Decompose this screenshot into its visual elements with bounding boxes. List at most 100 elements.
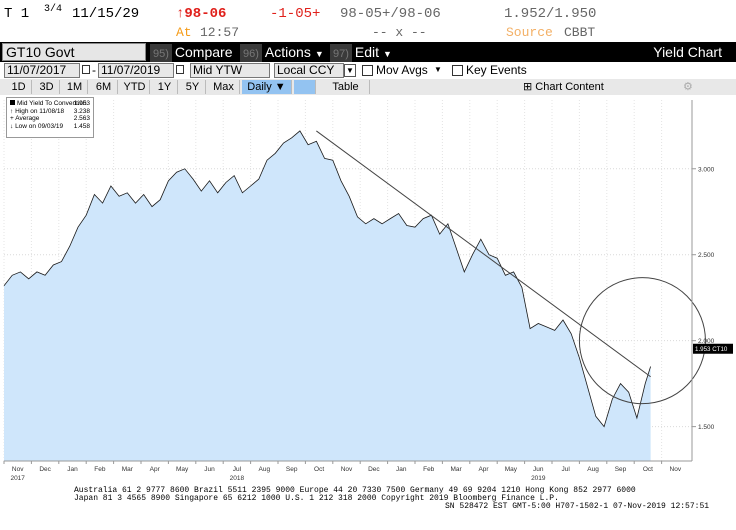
actions-button[interactable]: 96) Actions ▼ [240,42,324,64]
function-title: Yield Chart [653,44,722,60]
mov-avgs-label: Mov Avgs [376,63,428,77]
tab-1d[interactable]: 1D [6,80,32,94]
x-tick-label-19: Jun [533,466,544,473]
mov-avgs-dropdown-icon[interactable]: ▼ [434,65,442,74]
x-tick-label-4: Mar [122,466,134,473]
y-tick-label-2: 2.000 [698,338,715,345]
key-events-label: Key Events [466,63,527,77]
x-tick-label-24: Nov [670,466,682,473]
x-axis: Nov Dec Jan Feb Mar Apr May Jun Jul Aug Sep Oct Nov D… [3,460,692,482]
field-selector[interactable]: Mid YTW [190,63,270,78]
x-year-label-0: 2017 [10,475,25,482]
chart-content-icon: ⊞ [523,81,533,93]
tab-max[interactable]: Max [208,80,240,94]
compare-number: 95) [150,44,172,64]
footer: Australia 61 2 9777 8600 Brazil 5511 239… [0,486,736,530]
source-label: Source [506,25,553,40]
x-year-label-1: 2018 [230,475,245,482]
tab-1y[interactable]: 1Y [152,80,178,94]
legend-average-value: 2.563 [73,115,90,122]
x-tick-label-23: Oct [643,466,653,473]
actions-label: Actions [264,44,311,60]
footer-line-2: Japan 81 3 4565 8900 Singapore 65 6212 1… [74,494,559,503]
x-tick-label-10: Sep [286,466,298,473]
yield-line [3,130,651,428]
tab-5y[interactable]: 5Y [180,80,206,94]
legend-swatch [10,100,15,105]
last-value-tag [693,343,733,354]
yield-area [4,130,651,461]
tab-ytd[interactable]: YTD [120,80,150,94]
source: CBBT [564,25,596,40]
x-tick-label-3: Feb [94,466,106,473]
legend-low-value: 1.458 [73,122,90,130]
edit-button[interactable]: 97) Edit ▼ [330,42,392,64]
start-calendar-icon[interactable] [82,65,90,74]
compare-button[interactable]: 95) Compare [150,42,233,64]
key-events-checkbox[interactable] [452,65,463,76]
start-date-field[interactable]: 11/07/2017 [4,63,80,78]
period-tabs: 1D 3D 1M 6M YTD 1Y 5Y Max Daily ▼ Table … [0,79,736,95]
average-icon: + [10,115,16,122]
x-tick-label-21: Aug [587,466,599,473]
y-tick-label-1: 2.500 [698,252,715,259]
x-tick-label-17: Apr [478,466,489,473]
ticker: T 1 [4,6,30,22]
currency-dropdown-icon[interactable]: ▼ [344,64,356,77]
edit-label: Edit [354,44,380,60]
security-bar: GT10 Govt 95) Compare 96) Actions ▼ 97) Edit… [0,42,736,64]
last-price: ↑98-06 [176,6,227,22]
size: -- x -- [372,25,427,40]
chart-content-label: Chart Content [535,81,604,93]
trendline[interactable] [316,130,651,378]
y-tick-label-3: 1.500 [698,424,715,431]
maturity: 11/15/29 [72,6,140,22]
edit-number: 97) [330,44,352,64]
y-axis: 3.000 2.500 2.000 1.500 1.953 CT10 [691,100,733,461]
quote-line: T 1 3/4 11/15/29 ↑98-06 -1-05+ 98-05+/98… [0,0,736,40]
chart-content-button[interactable]: ⊞ Chart Content [523,80,673,94]
actions-number: 96) [240,44,262,64]
at-label: At [176,25,192,40]
chart-legend[interactable]: Mid Yield To Convention 1.953 ↑ High on 1… [6,97,94,138]
end-date-field[interactable]: 11/07/2019 [98,63,174,78]
low-arrow-icon: ↓ [10,122,16,130]
tab-3d[interactable]: 3D [34,80,60,94]
end-calendar-icon[interactable] [176,65,184,74]
frequency-dropdown[interactable]: Daily ▼ [242,80,292,94]
mov-avgs-checkbox[interactable] [362,65,373,76]
compare-label: Compare [174,44,233,60]
chart-type-button[interactable] [294,80,316,94]
date-separator: - [92,63,96,77]
x-year-label-2: 2019 [531,475,546,482]
x-tick-label-11: Oct [314,466,324,473]
highlight-circle[interactable] [578,277,706,405]
edit-dropdown-icon: ▼ [383,49,392,59]
x-tick-label-12: Nov [341,466,353,473]
tab-1m[interactable]: 1M [62,80,88,94]
table-button[interactable]: Table [322,80,370,94]
x-tick-label-15: Feb [423,466,435,473]
quote-time: 12:57 [200,25,240,40]
security-field[interactable]: GT10 Govt [2,43,146,61]
yield-bid-ask: 1.952/1.950 [504,6,597,22]
x-tick-label-1: Dec [39,466,51,473]
x-tick-label-8: Jul [233,466,242,473]
controls-row: 11/07/2017 - 11/07/2019 Mid YTW Local CC… [0,62,736,79]
x-tick-label-22: Sep [615,466,627,473]
legend-low: ↓ Low on 09/03/19 1.458 [10,123,90,131]
legend-high-value: 3.238 [73,107,90,115]
legend-average-label: Average [15,115,40,122]
yield-chart[interactable]: 3.000 2.500 2.000 1.500 1.953 CT10 Nov Dec Jan… [0,96,736,487]
x-tick-label-6: May [176,466,189,473]
x-tick-label-13: Dec [368,466,380,473]
price-change: -1-05+ [270,6,321,22]
legend-high-label: High on 11/08/18 [15,107,65,115]
high-arrow-icon: ↑ [10,107,16,115]
x-tick-label-16: Mar [450,466,462,473]
currency-selector[interactable]: Local CCY [274,63,344,78]
footer-line-1: Australia 61 2 9777 8600 Brazil 5511 239… [74,486,636,495]
settings-gear-icon[interactable]: ⚙ [683,81,693,93]
legend-series: Mid Yield To Convention 1.953 [10,100,90,108]
tab-6m[interactable]: 6M [90,80,118,94]
